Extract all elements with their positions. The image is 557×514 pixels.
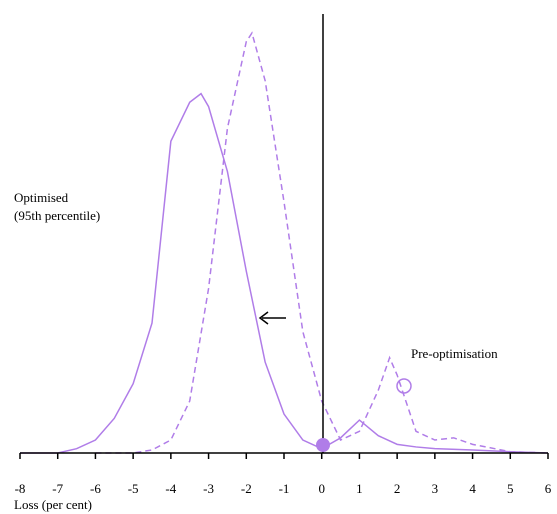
x-tick-label: 3 [432,481,439,496]
x-tick-label: -1 [279,481,290,496]
marker [396,378,412,394]
arrow-head [258,311,269,325]
x-tick-label: 5 [507,481,514,496]
x-tick-label: 1 [356,481,363,496]
annotation: (95th percentile) [14,208,100,223]
line [20,92,549,454]
x-tick-label: -4 [165,481,176,496]
x-tick-label: -6 [90,481,101,496]
x-tick-label: 4 [469,481,476,496]
x-tick-label: -5 [128,481,139,496]
x-tick-label: 6 [545,481,552,496]
x-tick-label: -2 [241,481,252,496]
x-tick-label: -8 [15,481,26,496]
x-tick-label: 0 [318,481,325,496]
x-tick-label: 2 [394,481,401,496]
x-tick-label: -3 [203,481,214,496]
line [95,31,549,454]
annotation: Optimised [14,190,69,205]
x-tick-label: -7 [52,481,63,496]
x-axis-label: Loss (per cent) [14,497,92,512]
marker [316,438,330,452]
annotation: Pre-optimisation [411,346,498,361]
